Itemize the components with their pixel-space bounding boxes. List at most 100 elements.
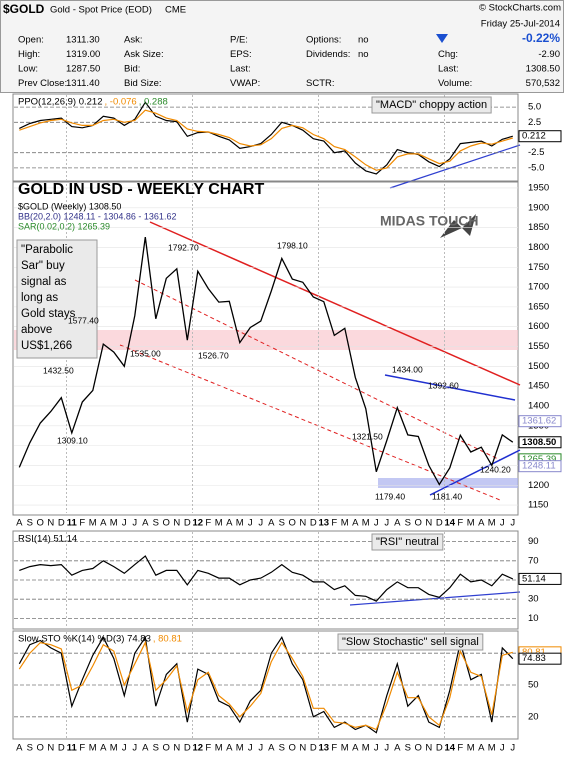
price-label: 1179.40 bbox=[375, 491, 405, 501]
x-tick-label: J bbox=[384, 518, 389, 529]
x-tick-label: M bbox=[236, 518, 244, 529]
x-tick-label: J bbox=[248, 518, 253, 529]
legend: BB(20,2.0) 1248.11 - 1304.86 - 1361.62 bbox=[18, 211, 176, 221]
value-tag-label: 1265.39 bbox=[522, 454, 556, 465]
price-label: 1577.40 bbox=[68, 315, 99, 325]
x-tick-label: S bbox=[153, 518, 159, 529]
y-tick-label: 1900 bbox=[528, 202, 549, 213]
x-tick-label: J bbox=[500, 518, 505, 529]
field-label: Low: bbox=[18, 64, 38, 75]
x-tick-label: A bbox=[16, 518, 23, 529]
value-tag-label: 1248.11 bbox=[522, 461, 556, 472]
annotation-box bbox=[371, 96, 492, 114]
change-pct: -0.22% bbox=[522, 31, 560, 45]
x-tick-label: M bbox=[89, 518, 97, 529]
y-tick-label: 20 bbox=[528, 711, 539, 722]
x-tick-label: 13 bbox=[318, 518, 329, 529]
x-tick-label: A bbox=[226, 518, 233, 529]
support-zone bbox=[378, 478, 518, 488]
x-tick-label: M bbox=[236, 743, 244, 754]
note-line: US$1,266 bbox=[21, 340, 72, 352]
x-tick-label: J bbox=[384, 743, 389, 754]
price-label: 1792.70 bbox=[168, 242, 199, 252]
value-tag bbox=[518, 130, 562, 143]
price-label: 1309.10 bbox=[57, 435, 88, 445]
price-label: 1434.00 bbox=[392, 364, 423, 374]
x-tick-label: A bbox=[478, 518, 485, 529]
x-tick-label: A bbox=[16, 743, 23, 754]
x-tick-label: A bbox=[268, 518, 275, 529]
y-tick-label: 10 bbox=[528, 613, 539, 624]
field-value: 1308.50 bbox=[526, 64, 560, 75]
price-label: 1535.00 bbox=[130, 348, 161, 358]
note-line: Sar" buy bbox=[21, 260, 65, 272]
exchange: CME bbox=[165, 5, 186, 16]
x-tick-label: 12 bbox=[192, 518, 203, 529]
x-tick-label: O bbox=[289, 743, 296, 754]
field-label: Volume: bbox=[438, 78, 472, 89]
x-tick-label: D bbox=[436, 518, 443, 529]
value-tag-label: 1308.50 bbox=[522, 437, 556, 448]
field-label: High: bbox=[18, 49, 40, 60]
note-line: Gold stays bbox=[21, 308, 76, 320]
price-label: 1798.10 bbox=[277, 240, 308, 250]
field-label: VWAP: bbox=[230, 78, 260, 89]
x-tick-label: 11 bbox=[67, 518, 78, 529]
x-tick-label: M bbox=[362, 743, 370, 754]
x-tick-label: N bbox=[47, 743, 54, 754]
x-tick-label: D bbox=[310, 518, 317, 529]
value-tag-label: 51.14 bbox=[522, 573, 546, 584]
field-label: Chg: bbox=[438, 49, 458, 60]
x-tick-label: J bbox=[132, 743, 137, 754]
value-tag-label: 80.81 bbox=[522, 647, 546, 658]
x-tick-label: M bbox=[341, 518, 349, 529]
x-tick-label: M bbox=[215, 518, 223, 529]
x-tick-label: O bbox=[415, 743, 422, 754]
field-value: no bbox=[358, 49, 369, 60]
trend-line bbox=[119, 344, 501, 501]
y-tick-label: 1850 bbox=[528, 222, 549, 233]
x-tick-label: D bbox=[436, 743, 443, 754]
x-tick-label: 14 bbox=[444, 743, 455, 754]
field-value: 1311.30 bbox=[66, 35, 100, 46]
x-tick-label: A bbox=[142, 743, 149, 754]
x-tick-label: J bbox=[510, 518, 515, 529]
x-tick-label: J bbox=[374, 743, 379, 754]
note-line: above bbox=[21, 324, 52, 336]
x-tick-label: A bbox=[352, 518, 359, 529]
trend-line bbox=[384, 374, 516, 401]
x-tick-label: M bbox=[110, 743, 118, 754]
x-tick-label: F bbox=[331, 743, 337, 754]
legend: PPO(12,26,9) 0.212 bbox=[18, 97, 103, 108]
panel-frame bbox=[12, 93, 519, 182]
y-tick-label: 1950 bbox=[528, 182, 549, 193]
annotation: "Slow Stochastic" sell signal bbox=[342, 636, 479, 648]
x-tick-label: D bbox=[184, 743, 191, 754]
x-tick-label: N bbox=[173, 743, 180, 754]
series-line bbox=[19, 109, 513, 171]
note-line: signal as bbox=[21, 276, 67, 288]
x-tick-label: A bbox=[352, 743, 359, 754]
field-value: -2.90 bbox=[538, 49, 560, 60]
x-tick-label: A bbox=[394, 518, 401, 529]
x-tick-label: D bbox=[184, 518, 191, 529]
legend: RSI(14) 51.14 bbox=[18, 534, 77, 545]
x-tick-label: A bbox=[478, 743, 485, 754]
x-tick-label: F bbox=[205, 743, 211, 754]
y-tick-label: 1550 bbox=[528, 341, 549, 352]
price-label: 1392.60 bbox=[428, 380, 459, 390]
y-tick-label: 1800 bbox=[528, 242, 549, 253]
legend: , 0.288 bbox=[139, 97, 168, 108]
x-tick-label: J bbox=[122, 743, 127, 754]
panel-frame bbox=[12, 630, 519, 740]
annotation-box bbox=[337, 633, 484, 651]
note-line: "Parabolic bbox=[21, 244, 73, 256]
y-tick-label: -5.0 bbox=[528, 162, 544, 173]
trend-line bbox=[134, 279, 501, 461]
x-tick-label: N bbox=[173, 518, 180, 529]
x-tick-label: J bbox=[500, 743, 505, 754]
x-tick-label: M bbox=[110, 518, 118, 529]
x-tick-label: 13 bbox=[318, 743, 329, 754]
x-tick-label: O bbox=[163, 518, 170, 529]
legend: , -0.076 bbox=[105, 97, 137, 108]
